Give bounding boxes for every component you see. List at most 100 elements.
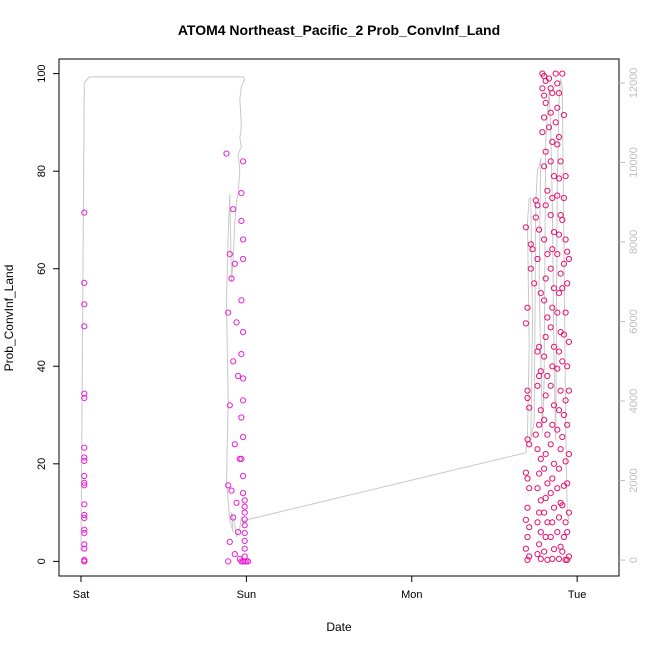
data-point [555,175,563,182]
data-point [235,529,242,536]
data-point [534,382,541,389]
data-point [547,109,554,116]
data-point [537,455,544,462]
y2-tick-label: 0 [628,557,640,563]
data-point [81,390,88,397]
data-point [557,387,564,394]
data-point [541,353,548,360]
x-tick-label: Sun [237,589,257,601]
data-point [81,444,88,451]
data-point [537,529,544,536]
data-point [555,90,563,97]
data-point [541,236,548,243]
data-point [550,504,558,511]
data-point [547,158,554,165]
data-point [554,141,561,148]
data-point [550,460,558,467]
data-point [81,323,88,330]
data-point [547,490,554,497]
y2-tick-label: 4000 [628,389,640,413]
data-point [542,275,549,282]
data-point [522,469,530,476]
data-point [544,314,551,321]
data-point [238,351,245,358]
data-point [554,104,561,111]
data-point [557,270,564,277]
data-point [532,214,539,221]
y2-tick-label: 12000 [628,68,640,99]
data-point [541,163,548,170]
data-point [238,455,245,462]
data-point [554,426,561,433]
data-point [526,485,533,492]
data-point [545,124,553,131]
data-point [559,433,566,441]
data-point [81,556,88,564]
data-point [81,530,88,537]
data-point [541,465,548,472]
data-point [559,358,566,365]
data-point [522,545,530,552]
data-point [549,138,556,145]
points-layer [81,70,573,565]
data-point [241,545,248,552]
data-point [524,394,531,402]
data-point [542,451,549,458]
data-point [560,194,568,202]
data-point [534,519,541,526]
data-point [225,482,232,489]
data-point [549,519,556,526]
y-tick-label: 20 [36,458,48,470]
data-point [562,173,569,180]
data-point [81,501,88,508]
data-point [240,375,247,382]
data-point [240,329,247,336]
x-tick-label: Sat [73,589,90,601]
data-point [549,363,556,370]
data-point [529,246,536,253]
data-point [542,333,549,341]
data-point [241,516,248,523]
data-point [537,407,544,414]
data-point [560,112,568,119]
data-point [524,387,531,394]
data-point [539,85,546,92]
data-point [549,304,556,311]
x-axis: Sat Sun Mon Tue [73,576,586,601]
data-point [549,475,556,482]
data-point [559,216,566,224]
data-point [557,158,564,165]
data-point [552,70,559,77]
data-point [81,301,88,308]
data-point [554,365,561,372]
data-point [81,511,88,519]
data-point [526,524,533,531]
data-point [541,114,548,121]
data-point [554,251,561,258]
data-point [547,265,554,272]
data-point [226,538,233,546]
data-point [565,338,573,345]
data-point [534,551,541,558]
data-point [564,556,571,564]
data-point [565,553,573,560]
data-point [522,320,530,327]
data-point [81,545,88,552]
data-point [557,446,564,453]
plot-frame [58,58,620,577]
data-point [565,509,573,516]
data-point [549,246,556,253]
data-point [226,251,233,258]
data-point [241,497,248,504]
data-point [564,421,571,428]
data-point [241,558,248,565]
data-point [536,509,543,516]
data-point [81,514,88,522]
data-point [547,533,554,541]
data-point [522,516,530,524]
data-point [541,416,548,423]
data-point [547,212,554,219]
data-point [549,194,556,202]
data-point [555,231,563,238]
data-point [526,553,533,560]
